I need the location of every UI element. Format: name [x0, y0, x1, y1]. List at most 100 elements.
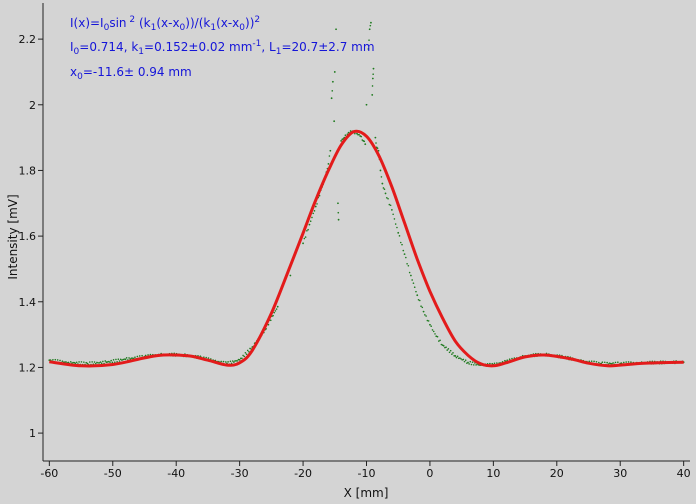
- data-point: [396, 226, 398, 229]
- data-point: [496, 362, 498, 364]
- data-point: [115, 358, 117, 361]
- data-point: [116, 360, 118, 363]
- data-point: [110, 359, 112, 362]
- data-point: [606, 361, 608, 364]
- y-tick-label: 2: [29, 99, 36, 112]
- y-tick-label: 1.2: [19, 361, 37, 374]
- data-point: [472, 364, 475, 366]
- data-point: [149, 353, 152, 356]
- x-tick-label: 20: [550, 467, 564, 480]
- data-point: [371, 77, 374, 80]
- data-point: [69, 361, 72, 363]
- data-point: [308, 223, 311, 226]
- data-point: [333, 71, 336, 73]
- data-point: [306, 229, 308, 232]
- data-point: [406, 262, 408, 265]
- data-point: [388, 203, 391, 206]
- data-point: [109, 361, 111, 364]
- x-tick-label: 10: [486, 467, 500, 480]
- fit-curve: [49, 129, 684, 368]
- data-point: [220, 360, 222, 363]
- data-point: [424, 314, 426, 316]
- data-point: [328, 155, 331, 157]
- fit-curve-layer: [49, 129, 684, 368]
- data-point: [337, 211, 340, 214]
- data-point: [475, 364, 477, 366]
- y-axis-title: Intensity [mV]: [6, 194, 20, 279]
- data-point: [364, 143, 367, 146]
- data-point: [370, 21, 372, 24]
- x-tick-label: 0: [426, 467, 433, 480]
- data-point: [432, 330, 435, 333]
- data-point: [74, 362, 77, 365]
- data-point: [451, 353, 453, 356]
- data-point: [440, 343, 443, 346]
- data-point: [227, 361, 229, 363]
- data-point: [446, 349, 449, 351]
- data-point: [439, 339, 441, 342]
- data-point: [78, 361, 80, 363]
- data-point: [445, 346, 447, 349]
- data-point: [93, 361, 96, 363]
- data-point: [94, 362, 97, 365]
- data-point: [327, 162, 330, 165]
- data-point: [356, 132, 358, 135]
- data-point: [125, 357, 128, 359]
- data-point: [363, 140, 366, 143]
- data-point: [207, 357, 210, 359]
- data-point: [229, 360, 232, 363]
- data-point: [65, 361, 67, 363]
- data-point: [267, 323, 270, 326]
- data-point: [590, 360, 593, 362]
- data-point: [398, 235, 401, 237]
- data-point: [138, 355, 141, 357]
- data-point: [144, 354, 147, 357]
- data-point: [410, 274, 412, 277]
- y-tick-label: 1.6: [19, 230, 37, 243]
- data-point: [420, 305, 422, 307]
- data-point: [244, 351, 247, 354]
- data-point: [314, 205, 317, 208]
- data-point: [340, 139, 343, 142]
- data-point: [431, 329, 434, 331]
- data-point: [52, 358, 54, 361]
- data-point: [460, 358, 462, 360]
- data-point: [407, 264, 410, 267]
- data-point: [59, 359, 61, 362]
- x-tick-label: 30: [613, 467, 627, 480]
- data-point: [235, 360, 237, 362]
- data-point: [136, 355, 139, 358]
- data-point: [462, 358, 465, 361]
- data-point: [383, 188, 386, 191]
- data-point: [237, 358, 240, 361]
- x-tick-label: -50: [104, 467, 122, 480]
- data-point: [415, 290, 417, 293]
- data-point: [330, 97, 333, 100]
- data-point: [54, 358, 57, 361]
- y-tick-label: 2.2: [19, 33, 37, 46]
- data-point: [113, 361, 116, 363]
- data-point: [246, 349, 249, 352]
- data-point: [331, 80, 334, 83]
- y-tick-label: 1: [29, 427, 36, 440]
- data-point: [367, 48, 370, 50]
- data-point: [130, 357, 133, 359]
- data-point: [316, 203, 318, 205]
- data-point: [61, 360, 64, 362]
- data-point: [56, 359, 59, 361]
- data-point: [447, 348, 450, 350]
- data-point: [243, 355, 246, 358]
- data-point: [274, 310, 277, 312]
- data-point: [384, 192, 387, 195]
- data-point: [422, 310, 425, 313]
- data-point: [307, 228, 309, 231]
- data-point: [269, 319, 272, 322]
- data-point: [418, 299, 421, 302]
- data-point: [381, 182, 384, 185]
- data-point: [379, 169, 382, 172]
- data-point: [236, 360, 239, 362]
- data-point: [506, 359, 509, 362]
- data-point: [361, 139, 364, 141]
- data-point: [617, 361, 619, 363]
